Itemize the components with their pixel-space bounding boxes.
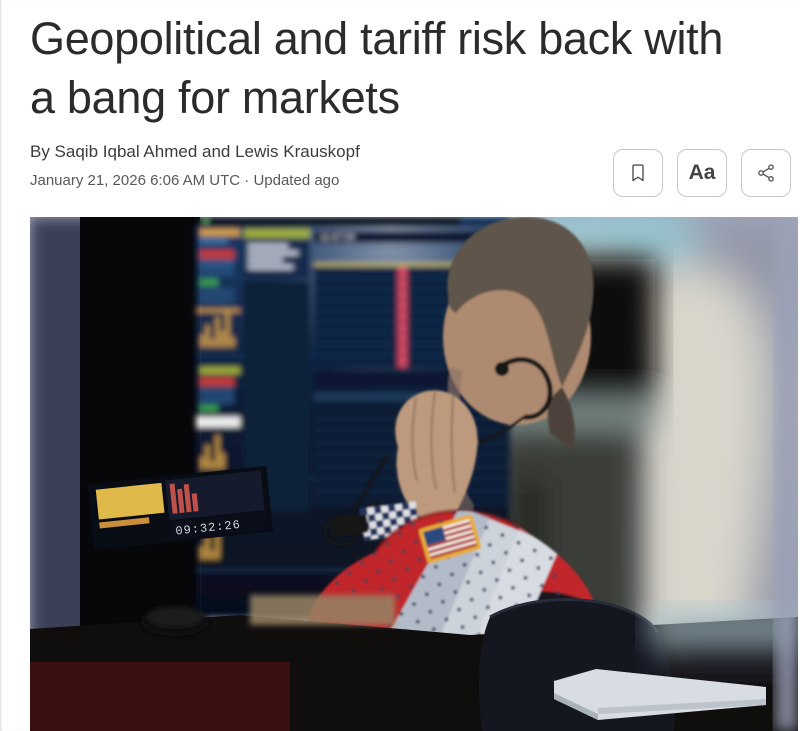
svg-text:11:47:08: 11:47:08	[320, 232, 354, 242]
